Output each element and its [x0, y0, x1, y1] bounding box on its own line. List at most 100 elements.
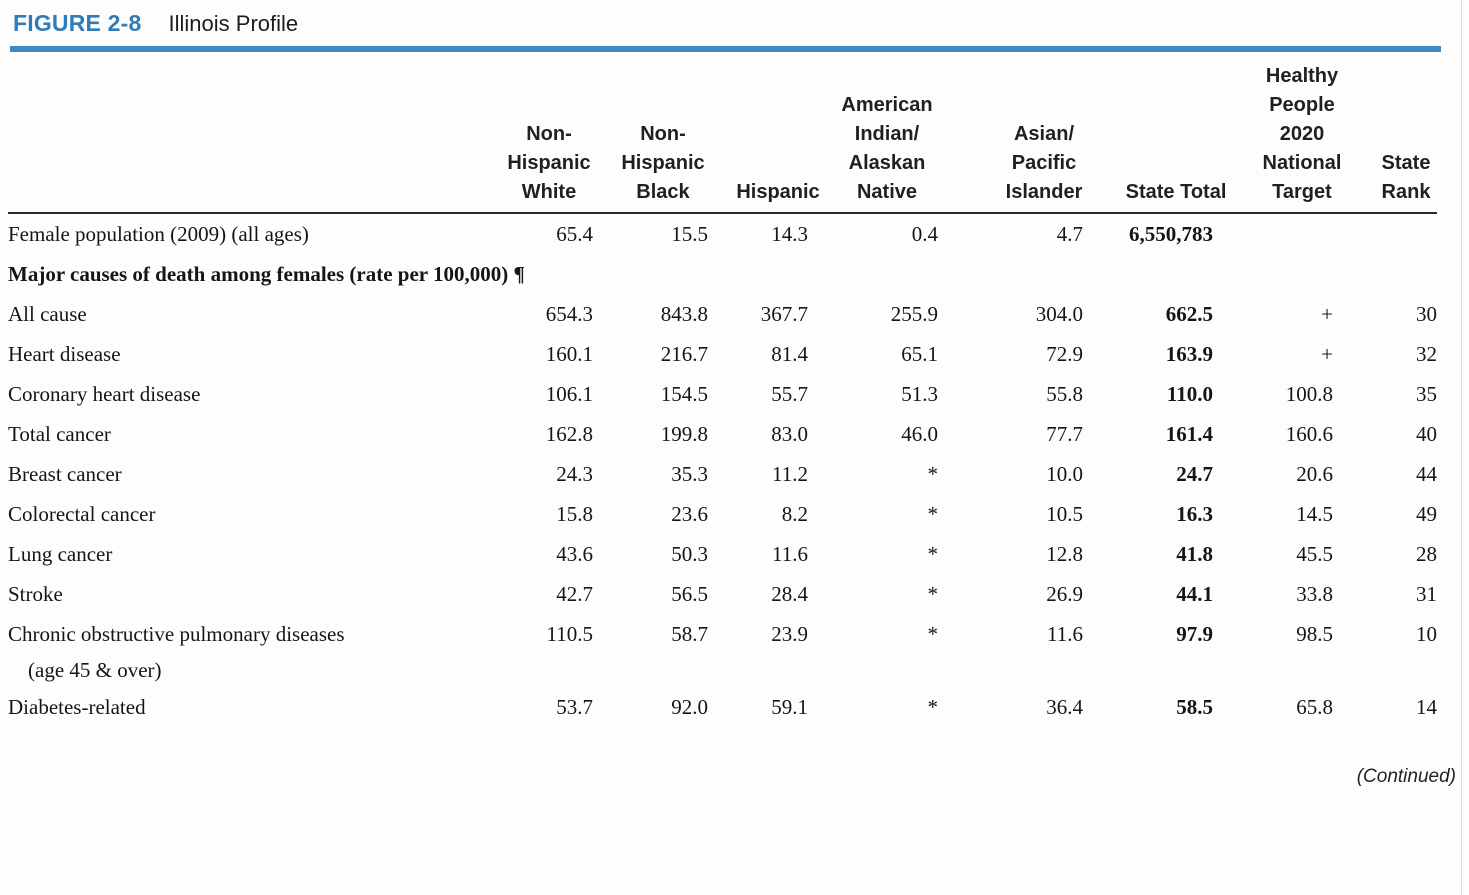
row-label: Lung cancer — [8, 542, 113, 566]
row-label: Stroke — [8, 582, 63, 606]
cell-value: * — [927, 542, 939, 566]
cell-value: 65.8 — [1296, 695, 1333, 719]
table-row: Diabetes-related 53.7 92.0 59.1 * 36.4 58.5 65.… — [8, 687, 1437, 727]
column-header-non-hispanic-white: Non- Hispanic White — [507, 123, 591, 203]
table-row: All cause 654.3 843.8 367.7 255.9 304.0 662.5 +… — [8, 294, 1437, 334]
cell-value: + — [1321, 342, 1333, 366]
table-row: Chronic obstructive pulmonary diseases (a… — [8, 614, 1437, 687]
cell-value: 662.5 — [1165, 302, 1213, 326]
cell-value: 10.5 — [1046, 502, 1083, 526]
cell-value: 100.8 — [1285, 382, 1333, 406]
row-label: Total cancer — [8, 422, 111, 446]
figure-title: Illinois Profile — [168, 11, 299, 36]
cell-value: 58.5 — [1176, 695, 1213, 719]
cell-value: 255.9 — [890, 302, 938, 326]
cell-value: 10 — [1416, 622, 1437, 646]
cell-value: 55.7 — [771, 382, 808, 406]
cell-value: 45.5 — [1296, 542, 1333, 566]
cell-value: 161.4 — [1165, 422, 1213, 446]
cell-value: 6,550,783 — [1129, 222, 1213, 246]
cell-value: 367.7 — [760, 302, 808, 326]
cell-value: 843.8 — [660, 302, 708, 326]
cell-value: 106.1 — [545, 382, 593, 406]
cell-value: 11.6 — [1047, 622, 1083, 646]
cell-value: * — [927, 462, 939, 486]
row-label-line2: (age 45 & over) — [28, 658, 162, 682]
cell-value: 26.9 — [1046, 582, 1083, 606]
cell-value: + — [1321, 302, 1333, 326]
table-row: Major causes of death among females (rat… — [8, 254, 1437, 294]
cell-value: 162.8 — [545, 422, 593, 446]
cell-value: 35 — [1416, 382, 1437, 406]
data-table: Female population (2009) (all ages) 65.4 1… — [8, 214, 1437, 727]
title-accent-rule — [10, 46, 1441, 52]
cell-value: 49 — [1416, 502, 1437, 526]
cell-value: 160.6 — [1285, 422, 1333, 446]
cell-value: 31 — [1416, 582, 1437, 606]
table-header: Non- Hispanic White Non- Hispanic Black Hispan… — [8, 0, 1437, 212]
cell-value: 14.3 — [771, 222, 808, 246]
cell-value: * — [927, 695, 939, 719]
table-row: Female population (2009) (all ages) 65.4 1… — [8, 214, 1437, 254]
cell-value: 32 — [1416, 342, 1437, 366]
cell-value: 36.4 — [1046, 695, 1083, 719]
row-label: Chronic obstructive pulmonary diseases (a… — [8, 614, 453, 687]
cell-value: 56.5 — [671, 582, 708, 606]
cell-value: 55.8 — [1046, 382, 1083, 406]
cell-value: 28.4 — [771, 582, 808, 606]
cell-value: 44 — [1416, 462, 1437, 486]
cell-value: 110.0 — [1166, 382, 1213, 406]
row-label: Coronary heart disease — [8, 382, 201, 406]
cell-value: 81.4 — [771, 342, 808, 366]
cell-value: 42.7 — [556, 582, 593, 606]
row-label: All cause — [8, 302, 87, 326]
cell-value: 154.5 — [660, 382, 708, 406]
cell-value: 65.4 — [556, 222, 593, 246]
column-header-american-indian-alaskan-native: American Indian/Alaskan Native — [841, 94, 933, 203]
cell-value: 50.3 — [671, 542, 708, 566]
cell-value: 0.4 — [911, 222, 938, 246]
row-label: Heart disease — [8, 342, 121, 366]
cell-value: 59.1 — [771, 695, 808, 719]
table-row: Total cancer 162.8 199.8 83.0 46.0 77.7 161.4 1… — [8, 414, 1437, 454]
cell-value: 24.3 — [556, 462, 593, 486]
cell-value: 30 — [1416, 302, 1437, 326]
cell-value: 4.7 — [1056, 222, 1083, 246]
cell-value: 35.3 — [671, 462, 708, 486]
cell-value: 58.7 — [671, 622, 708, 646]
cell-value: 53.7 — [556, 695, 593, 719]
cell-value: * — [927, 502, 939, 526]
cell-value: 46.0 — [901, 422, 938, 446]
cell-value: 65.1 — [901, 342, 938, 366]
cell-value: 23.6 — [671, 502, 708, 526]
cell-value: 24.7 — [1176, 462, 1213, 486]
cell-value: 304.0 — [1035, 302, 1083, 326]
cell-value: 216.7 — [660, 342, 708, 366]
cell-value: 92.0 — [671, 695, 708, 719]
cell-value: 23.9 — [771, 622, 808, 646]
cell-value: 163.9 — [1165, 342, 1213, 366]
cell-value — [1213, 214, 1333, 254]
column-header-non-hispanic-black: Non- Hispanic Black — [621, 123, 705, 203]
table-row: Stroke 42.7 56.5 28.4 * 26.9 44.1 33.8 31 — [8, 574, 1437, 614]
column-header-state-total: State Total — [1125, 181, 1227, 203]
column-header-state-rank: State Rank — [1381, 152, 1431, 203]
cell-value: 41.8 — [1176, 542, 1213, 566]
cell-value: 8.2 — [781, 502, 808, 526]
row-label: Breast cancer — [8, 462, 122, 486]
cell-value: * — [927, 582, 939, 606]
table-row: Heart disease 160.1 216.7 81.4 65.1 72.9 163.9… — [8, 334, 1437, 374]
cell-value: 16.3 — [1176, 502, 1213, 526]
cell-value: * — [927, 622, 939, 646]
figure-label: FIGURE 2-8 — [13, 10, 142, 36]
column-header-hispanic: Hispanic — [736, 181, 820, 203]
cell-value: 160.1 — [545, 342, 593, 366]
row-label: Diabetes-related — [8, 695, 146, 719]
cell-value: 12.8 — [1046, 542, 1083, 566]
table-row: Coronary heart disease 106.1 154.5 55.7 51.3… — [8, 374, 1437, 414]
cell-value: 83.0 — [771, 422, 808, 446]
figure-heading: FIGURE 2-8 Illinois Profile — [13, 10, 298, 37]
continued-note: (Continued) — [1356, 766, 1456, 787]
cell-value: 51.3 — [901, 382, 938, 406]
